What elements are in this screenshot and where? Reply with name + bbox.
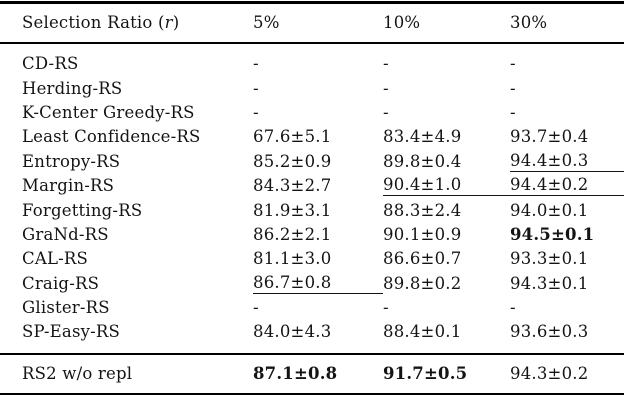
value-cell: - [510,78,516,98]
table-row: SP-Easy-RS 84.0±4.3 88.4±0.1 93.6±0.3 [0,320,624,344]
value-cell: 94.0±0.1 [510,200,589,220]
table-row: Margin-RS 84.3±2.7 90.4±1.0 94.4±0.2 [0,173,624,197]
table-row: K-Center Greedy-RS - - - [0,100,624,124]
value-cell: 86.2±2.1 [253,224,332,244]
table-top-rule [0,1,624,4]
value-cell: 83.4±4.9 [383,127,462,147]
value-cell: 90.1±0.9 [383,224,462,244]
table-row: Herding-RS - - - [0,76,624,100]
value-cell: - [253,298,259,318]
value-cell: - [383,102,389,122]
method-name: SP-Easy-RS [22,322,121,342]
header-label-suffix: ) [172,13,180,32]
table-bottom-rule [0,392,624,396]
value-cell: 67.6±5.1 [253,127,332,147]
value-cell: - [383,78,389,98]
table-body: CD-RS - - - Herding-RS - - - K-Center Greedy-RS -… [0,44,624,354]
table-row: Least Confidence-RS 67.6±5.1 83.4±4.9 93.7±… [0,125,624,149]
value-cell: 81.1±3.0 [253,249,332,269]
method-name: Forgetting-RS [22,200,143,220]
method-name: Herding-RS [22,78,123,98]
value-cell: 89.8±0.4 [383,151,462,171]
table-row: GraNd-RS 86.2±2.1 90.1±0.9 94.5±0.1 [0,222,624,246]
value-cell: 89.8±0.2 [383,273,462,293]
value-cell: 94.3±0.1 [510,273,589,293]
value-cell: - [510,102,516,122]
value-cell: - [510,54,516,74]
header-selection-ratio: Selection Ratio (r) [22,13,253,32]
value-cell: 86.7±0.8 [253,273,383,294]
value-cell: 93.6±0.3 [510,322,589,342]
value-cell: 94.3±0.2 [510,364,589,384]
column-header-10pct: 10% [383,13,421,32]
value-cell: 84.0±4.3 [253,322,332,342]
value-cell: - [253,78,259,98]
value-cell: - [383,54,389,74]
method-name: Margin-RS [22,176,115,196]
method-name: CAL-RS [22,249,88,269]
method-name: CD-RS [22,54,79,74]
value-cell: 90.4±1.0 [383,175,510,197]
column-header-5pct: 5% [253,13,280,32]
method-name: RS2 w/o repl [22,364,133,384]
value-cell: 87.1±0.8 [253,364,338,384]
table-footer-row: RS2 w/o repl 87.1±0.8 91.7±0.5 94.3±0.2 [0,355,624,393]
table-row: CD-RS - - - [0,52,624,76]
value-cell: 84.3±2.7 [253,176,332,196]
value-cell: 93.3±0.1 [510,249,589,269]
method-name: Glister-RS [22,298,110,318]
value-cell: 88.3±2.4 [383,200,462,220]
value-cell: 94.4±0.2 [510,175,624,197]
value-cell: 85.2±0.9 [253,151,332,171]
method-name: K-Center Greedy-RS [22,102,195,122]
value-cell: 88.4±0.1 [383,322,462,342]
method-name: Entropy-RS [22,151,121,171]
table-header-rule [0,41,624,44]
value-cell: - [510,298,516,318]
table-row: Glister-RS - - - [0,295,624,319]
column-header-30pct: 30% [510,13,548,32]
header-label-variable: r [164,13,173,32]
value-cell: - [253,54,259,74]
value-cell: 93.7±0.4 [510,127,589,147]
value-cell: - [253,102,259,122]
value-cell: 94.4±0.3 [510,151,624,172]
value-cell: - [383,298,389,318]
value-cell: 81.9±3.1 [253,200,332,220]
value-cell: 94.5±0.1 [510,224,595,244]
table-row: Entropy-RS 85.2±0.9 89.8±0.4 94.4±0.3 [0,149,624,173]
table-header-row: Selection Ratio (r) 5% 10% 30% [0,4,624,42]
table-row: Forgetting-RS 81.9±3.1 88.3±2.4 94.0±0.1 [0,198,624,222]
value-cell: 86.6±0.7 [383,249,462,269]
method-name: GraNd-RS [22,224,109,244]
table-footer-rule [0,353,624,355]
method-name: Least Confidence-RS [22,127,201,147]
value-cell: 91.7±0.5 [383,364,468,384]
table-row: CAL-RS 81.1±3.0 86.6±0.7 93.3±0.1 [0,247,624,271]
method-name: Craig-RS [22,273,100,293]
header-label-prefix: Selection Ratio ( [22,13,165,32]
table-row: Craig-RS 86.7±0.8 89.8±0.2 94.3±0.1 [0,271,624,295]
